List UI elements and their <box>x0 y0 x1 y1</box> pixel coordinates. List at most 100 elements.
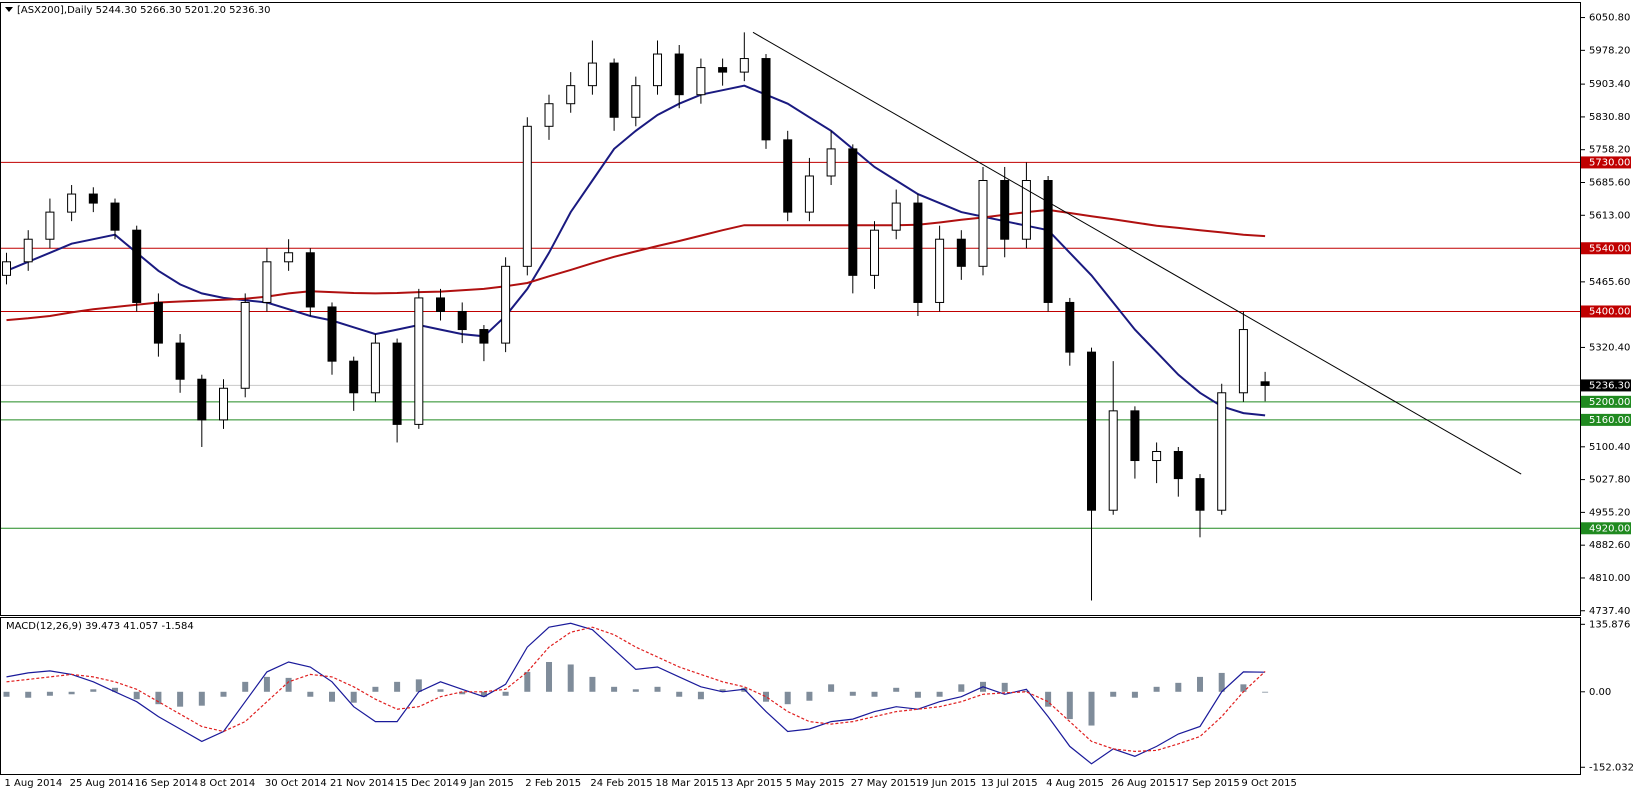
histogram-bar <box>849 691 856 696</box>
candle-body <box>132 229 142 303</box>
candle-body <box>609 62 619 118</box>
x-tick-label: 13 Jul 2015 <box>981 778 1038 789</box>
candle-body <box>1065 301 1075 353</box>
histogram-bar <box>263 676 270 692</box>
candle-body <box>653 53 663 87</box>
level-label: 5540.00 <box>1589 243 1630 254</box>
candle-body <box>305 252 315 308</box>
histogram-bar <box>285 677 292 692</box>
x-tick-label: 19 Jun 2015 <box>916 778 976 789</box>
histogram-bar <box>1001 682 1008 692</box>
histogram-bar <box>958 684 965 692</box>
histogram-bar <box>1240 684 1247 692</box>
candle-body <box>2 261 12 276</box>
candle-body <box>1173 450 1183 480</box>
candle-body <box>935 238 945 303</box>
macd-panel <box>0 617 1581 775</box>
histogram-bar <box>1045 691 1052 707</box>
histogram-bar <box>589 676 596 692</box>
y-tick-label: 5978.20 <box>1589 45 1630 56</box>
histogram-bar <box>784 691 791 705</box>
candle-body <box>761 58 771 141</box>
histogram-bar <box>524 671 531 692</box>
candle-body <box>587 62 597 87</box>
histogram-bar <box>350 691 357 703</box>
histogram-bar <box>329 691 336 702</box>
x-tick-label: 30 Oct 2014 <box>265 778 327 789</box>
candle-body <box>1108 410 1118 511</box>
candle-body <box>848 148 858 276</box>
histogram-bar <box>828 684 835 692</box>
candle-body <box>370 342 380 394</box>
x-tick-label: 5 May 2015 <box>786 778 845 789</box>
candle-body <box>457 310 467 331</box>
candle-body <box>566 85 576 105</box>
histogram-bar <box>437 689 444 692</box>
candle-body <box>913 202 923 303</box>
macd-title: MACD(12,26,9) 39.473 41.057 -1.584 <box>6 621 194 632</box>
histogram-bar <box>567 664 574 692</box>
candle-body <box>436 297 446 312</box>
histogram-bar <box>697 691 704 700</box>
y-tick-label: 5100.40 <box>1589 442 1630 453</box>
level-label: 5160.00 <box>1589 415 1630 426</box>
candle-body <box>327 306 337 362</box>
histogram-bar <box>502 691 509 696</box>
moving-average <box>6 84 1266 417</box>
y-tick-label: 4737.40 <box>1589 606 1630 617</box>
level-label-box <box>1581 156 1631 169</box>
candle-body <box>175 342 185 380</box>
y-tick-label: 5027.80 <box>1589 475 1630 486</box>
x-tick-label: 4 Aug 2015 <box>1046 778 1104 789</box>
candle-body <box>1087 351 1097 511</box>
histogram-bar <box>1262 691 1269 693</box>
histogram-bar <box>936 691 943 697</box>
level-label-box <box>1581 522 1631 535</box>
x-tick-label: 9 Oct 2015 <box>1241 778 1296 789</box>
histogram-bar <box>1023 690 1030 692</box>
candle-body <box>804 175 814 213</box>
histogram-bar <box>112 687 119 692</box>
candle-body <box>978 180 988 267</box>
histogram-bar <box>1175 682 1182 692</box>
histogram-bar <box>242 681 249 692</box>
histogram-bar <box>177 691 184 707</box>
histogram-bar <box>654 686 661 692</box>
x-tick-label: 1 Aug 2014 <box>5 778 63 789</box>
histogram-bar <box>893 687 900 692</box>
level-label: 5200.00 <box>1589 397 1630 408</box>
histogram-bar <box>459 691 466 695</box>
macd-line <box>6 626 1266 753</box>
histogram-bar <box>155 691 162 705</box>
y-tick-label: 5465.60 <box>1589 277 1630 288</box>
x-tick-label: 24 Feb 2015 <box>590 778 652 789</box>
candle-body <box>891 202 901 231</box>
histogram-bar <box>806 691 813 701</box>
histogram-bar <box>1197 676 1204 692</box>
candle-body <box>1000 180 1010 240</box>
x-tick-label: 2 Feb 2015 <box>525 778 581 789</box>
histogram-bar <box>611 686 618 692</box>
candle-body <box>153 301 163 344</box>
level-label: 4920.00 <box>1589 523 1630 534</box>
candle-body <box>956 238 966 267</box>
histogram-bar <box>415 679 422 692</box>
y-tick-label: 5903.40 <box>1589 79 1630 90</box>
histogram-bar <box>480 691 487 697</box>
level-label: 5730.00 <box>1589 157 1630 168</box>
x-tick-label: 26 Aug 2015 <box>1111 778 1175 789</box>
y-tick-label: 5613.00 <box>1589 210 1630 221</box>
candle-body <box>1195 478 1205 511</box>
candle-body <box>219 387 229 421</box>
x-tick-label: 15 Dec 2014 <box>395 778 459 789</box>
histogram-bar <box>307 691 314 697</box>
y-tick-label: 5685.60 <box>1589 177 1630 188</box>
chart-title: [ASX200],Daily 5244.30 5266.30 5201.20 5… <box>17 5 271 16</box>
candle-body <box>631 85 641 118</box>
histogram-bar <box>871 691 878 697</box>
candle-body <box>67 193 77 213</box>
x-tick-label: 18 Mar 2015 <box>656 778 719 789</box>
histogram-bar <box>719 689 726 692</box>
